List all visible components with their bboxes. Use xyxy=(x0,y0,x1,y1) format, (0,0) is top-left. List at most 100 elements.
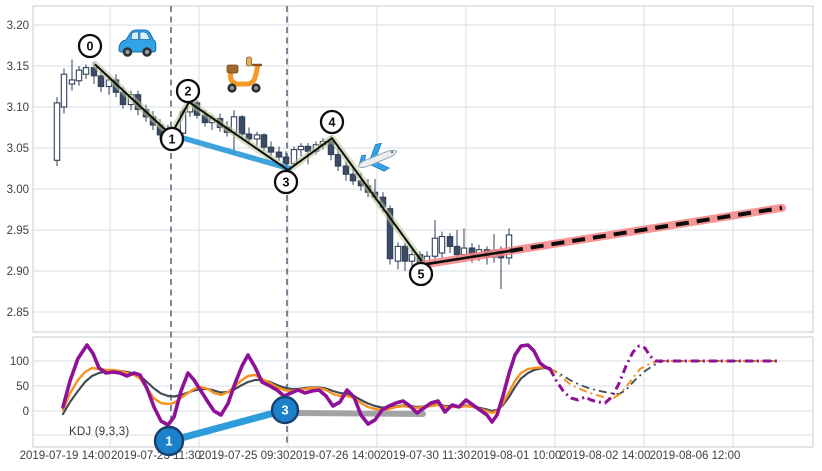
wave-label-5: 5 xyxy=(408,261,434,287)
wave-number: 3 xyxy=(283,175,290,189)
wave-number: 4 xyxy=(329,115,336,129)
candle-body xyxy=(60,73,68,108)
candle-body xyxy=(342,165,350,175)
wave-label-4: 4 xyxy=(319,109,345,135)
candle-body xyxy=(238,116,246,135)
wave-circle xyxy=(319,109,345,135)
candle xyxy=(394,242,402,270)
candle xyxy=(60,68,68,114)
candle xyxy=(75,66,83,86)
wave-label-3: 3 xyxy=(273,169,299,195)
scooter-icon xyxy=(226,56,263,93)
wave-number: 2 xyxy=(185,84,192,98)
kdj-marker-circle xyxy=(270,395,300,425)
candle-body xyxy=(253,134,261,140)
airplane-fuselage xyxy=(357,149,398,168)
candle-body xyxy=(53,102,61,161)
candle-body xyxy=(260,134,268,148)
candle xyxy=(253,131,261,147)
price-axis-tick: 3.15 xyxy=(7,61,29,73)
price-blue-trendline xyxy=(169,132,292,172)
kdj-axis-tick: 50 xyxy=(16,381,29,393)
scooter-rider xyxy=(246,56,252,67)
axis-labels: 3.203.153.103.053.002.952.902.8510050020… xyxy=(7,20,741,462)
scooter-body xyxy=(228,64,260,87)
kdj-marker-1: 1 xyxy=(153,425,185,457)
candle-body xyxy=(446,236,454,247)
candle-body xyxy=(245,133,253,140)
airplane-icon xyxy=(357,142,398,172)
x-axis-tick: 2019-07-26 14:00 xyxy=(290,450,381,462)
x-axis-tick: 2019-08-06 12:00 xyxy=(650,450,741,462)
candle xyxy=(53,97,61,167)
candle xyxy=(82,64,90,80)
candle xyxy=(431,220,439,262)
wave-number: 0 xyxy=(87,39,94,53)
candle-body xyxy=(505,234,513,259)
candle-body xyxy=(297,145,305,151)
candle xyxy=(267,141,275,157)
candle-body xyxy=(401,245,409,262)
wave-label-2: 2 xyxy=(175,78,201,104)
x-axis-tick: 2019-07-30 11:30 xyxy=(380,450,470,462)
candle xyxy=(490,234,498,263)
candle-body xyxy=(275,151,283,158)
candle-body xyxy=(68,79,76,85)
wave-label-1: 1 xyxy=(159,126,185,152)
price-axis-tick: 2.85 xyxy=(7,307,29,319)
candle xyxy=(97,71,105,93)
kdj-marker-3: 3 xyxy=(270,395,300,425)
kdj-marker-circle xyxy=(153,425,185,457)
kdj-marker-number: 1 xyxy=(165,434,172,449)
candle xyxy=(260,133,268,152)
airplane-cockpit xyxy=(390,150,394,154)
price-axis-tick: 2.90 xyxy=(7,266,29,278)
candle-body xyxy=(408,254,416,262)
candle xyxy=(438,231,446,258)
candle xyxy=(68,59,76,91)
wave-circle xyxy=(273,169,299,195)
kdj-panel-border xyxy=(32,336,814,448)
candle xyxy=(505,228,513,265)
candle-body xyxy=(267,146,275,153)
wave-circle xyxy=(159,126,185,152)
x-axis-tick: 2019-07-19 14:00 xyxy=(20,450,111,462)
candle xyxy=(342,161,350,181)
kdj-axis-tick: 0 xyxy=(23,406,29,418)
candle-body xyxy=(453,245,461,256)
wave-circle xyxy=(77,33,103,59)
wave-label-0: 0 xyxy=(77,33,103,59)
wave-number: 5 xyxy=(418,267,425,281)
scooter-wheel-hub xyxy=(230,86,234,90)
kdj-forecast-K xyxy=(549,360,778,395)
price-axis-tick: 3.10 xyxy=(7,102,29,114)
wave-circle xyxy=(408,261,434,287)
x-axis-tick: 2019-07-25 09:30 xyxy=(199,450,290,462)
candle xyxy=(446,233,454,253)
kdj-forecast-J xyxy=(548,344,778,405)
candle xyxy=(297,143,305,157)
zigzag-line xyxy=(94,63,425,265)
candle-body xyxy=(97,75,105,88)
car-wheel-hub xyxy=(125,49,130,55)
kdj-forecast-D xyxy=(549,360,778,400)
kdj-param-label: KDJ (9,3,3) xyxy=(69,426,130,438)
x-axis-tick: 2019-07-23 11:30 xyxy=(111,450,201,462)
car-icon xyxy=(118,29,157,57)
kdj-blue-trendline xyxy=(166,406,289,445)
candle-body xyxy=(431,237,439,257)
gridlines xyxy=(33,6,813,447)
candle-body xyxy=(75,69,83,82)
wave-number: 1 xyxy=(169,132,176,146)
price-axis-tick: 2.95 xyxy=(7,225,29,237)
x-axis-tick: 2019-08-01 10:00 xyxy=(471,450,562,462)
candle-body xyxy=(394,245,402,262)
candle-body xyxy=(82,67,90,75)
candle-body xyxy=(349,173,357,182)
price-panel-border xyxy=(32,5,814,333)
x-axis-tick: 2019-08-02 14:00 xyxy=(560,450,651,462)
car-window xyxy=(139,31,151,40)
kdj-marker-number: 3 xyxy=(281,403,288,418)
